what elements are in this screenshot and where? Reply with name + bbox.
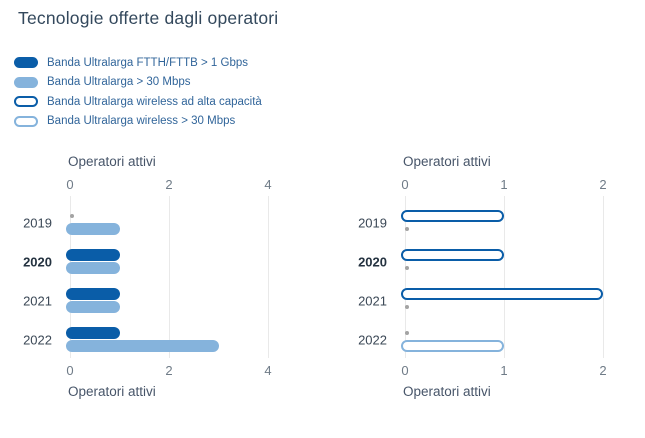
year-label-2022[interactable]: 2022 [23, 332, 52, 347]
legend-item-label: Banda Ultralarga FTTH/FTTB > 1 Gbps [47, 56, 248, 69]
legend-item: Banda Ultralarga FTTH/FTTB > 1 Gbps [14, 53, 262, 73]
axis-tick-top: 0 [401, 177, 409, 192]
zero-value-dot [405, 266, 409, 270]
chart-fixed-broadband: Operatori attivi 0 0 2 2 4 4 2019 2020 2021 2022 Op… [0, 150, 315, 415]
axis-tick-bottom: 4 [264, 363, 272, 378]
gridline [602, 196, 604, 358]
year-label-2019[interactable]: 2019 [23, 215, 52, 230]
axis-tick-bottom: 2 [599, 363, 607, 378]
bar-2019-series-1[interactable] [66, 223, 120, 235]
axis-label-top: Operatori attivi [68, 154, 156, 169]
zero-value-dot [405, 305, 409, 309]
legend-item-label: Banda Ultralarga wireless ad alta capaci… [47, 95, 262, 108]
gridline [267, 196, 269, 358]
axis-tick-top: 0 [66, 177, 74, 192]
year-label-2022[interactable]: 2022 [358, 332, 387, 347]
bar-2022-series-1[interactable] [401, 340, 504, 352]
legend-swatch-dark-filled [14, 57, 38, 69]
legend-item: Banda Ultralarga wireless > 30 Mbps [14, 112, 262, 132]
axis-tick-bottom: 0 [401, 363, 409, 378]
year-label-2021[interactable]: 2021 [358, 293, 387, 308]
axis-tick-top: 2 [165, 177, 173, 192]
bar-2019-series-0[interactable] [401, 210, 504, 222]
bar-2021-series-0[interactable] [401, 288, 603, 300]
legend-item: Banda Ultralarga > 30 Mbps [14, 73, 262, 93]
year-label-2021[interactable]: 2021 [23, 293, 52, 308]
bar-2020-series-0[interactable] [66, 249, 120, 261]
year-label-2020[interactable]: 2020 [23, 254, 52, 269]
axis-tick-bottom: 1 [500, 363, 508, 378]
chart-wireless-broadband: Operatori attivi 0 0 1 1 2 2 2019 2020 2021 2022 Op… [335, 150, 645, 415]
axis-tick-top: 4 [264, 177, 272, 192]
zero-value-dot [405, 227, 409, 231]
legend-swatch-dark-outline [14, 96, 38, 108]
zero-value-dot [405, 331, 409, 335]
axis-label-bottom: Operatori attivi [403, 384, 491, 399]
axis-tick-top: 2 [599, 177, 607, 192]
chart-title: Tecnologie offerte dagli operatori [18, 8, 279, 28]
legend-item-label: Banda Ultralarga wireless > 30 Mbps [47, 115, 236, 128]
bar-2022-series-0[interactable] [66, 327, 120, 339]
bar-2020-series-1[interactable] [66, 262, 120, 274]
legend: Banda Ultralarga FTTH/FTTB > 1 Gbps Banda… [14, 53, 262, 131]
gridline [404, 196, 406, 358]
gridline [168, 196, 170, 358]
legend-swatch-light-filled [14, 76, 38, 88]
bar-2021-series-0[interactable] [66, 288, 120, 300]
gridline [503, 196, 505, 358]
year-label-2020[interactable]: 2020 [358, 254, 387, 269]
bar-2021-series-1[interactable] [66, 301, 120, 313]
year-label-2019[interactable]: 2019 [358, 215, 387, 230]
axis-label-top: Operatori attivi [403, 154, 491, 169]
axis-label-bottom: Operatori attivi [68, 384, 156, 399]
bar-2022-series-1[interactable] [66, 340, 219, 352]
legend-item-label: Banda Ultralarga > 30 Mbps [47, 76, 191, 89]
zero-value-dot [70, 214, 74, 218]
axis-tick-bottom: 2 [165, 363, 173, 378]
axis-tick-top: 1 [500, 177, 508, 192]
axis-tick-bottom: 0 [66, 363, 74, 378]
bar-2020-series-0[interactable] [401, 249, 504, 261]
gridline [69, 196, 71, 358]
legend-swatch-light-outline [14, 115, 38, 127]
legend-item: Banda Ultralarga wireless ad alta capaci… [14, 92, 262, 112]
